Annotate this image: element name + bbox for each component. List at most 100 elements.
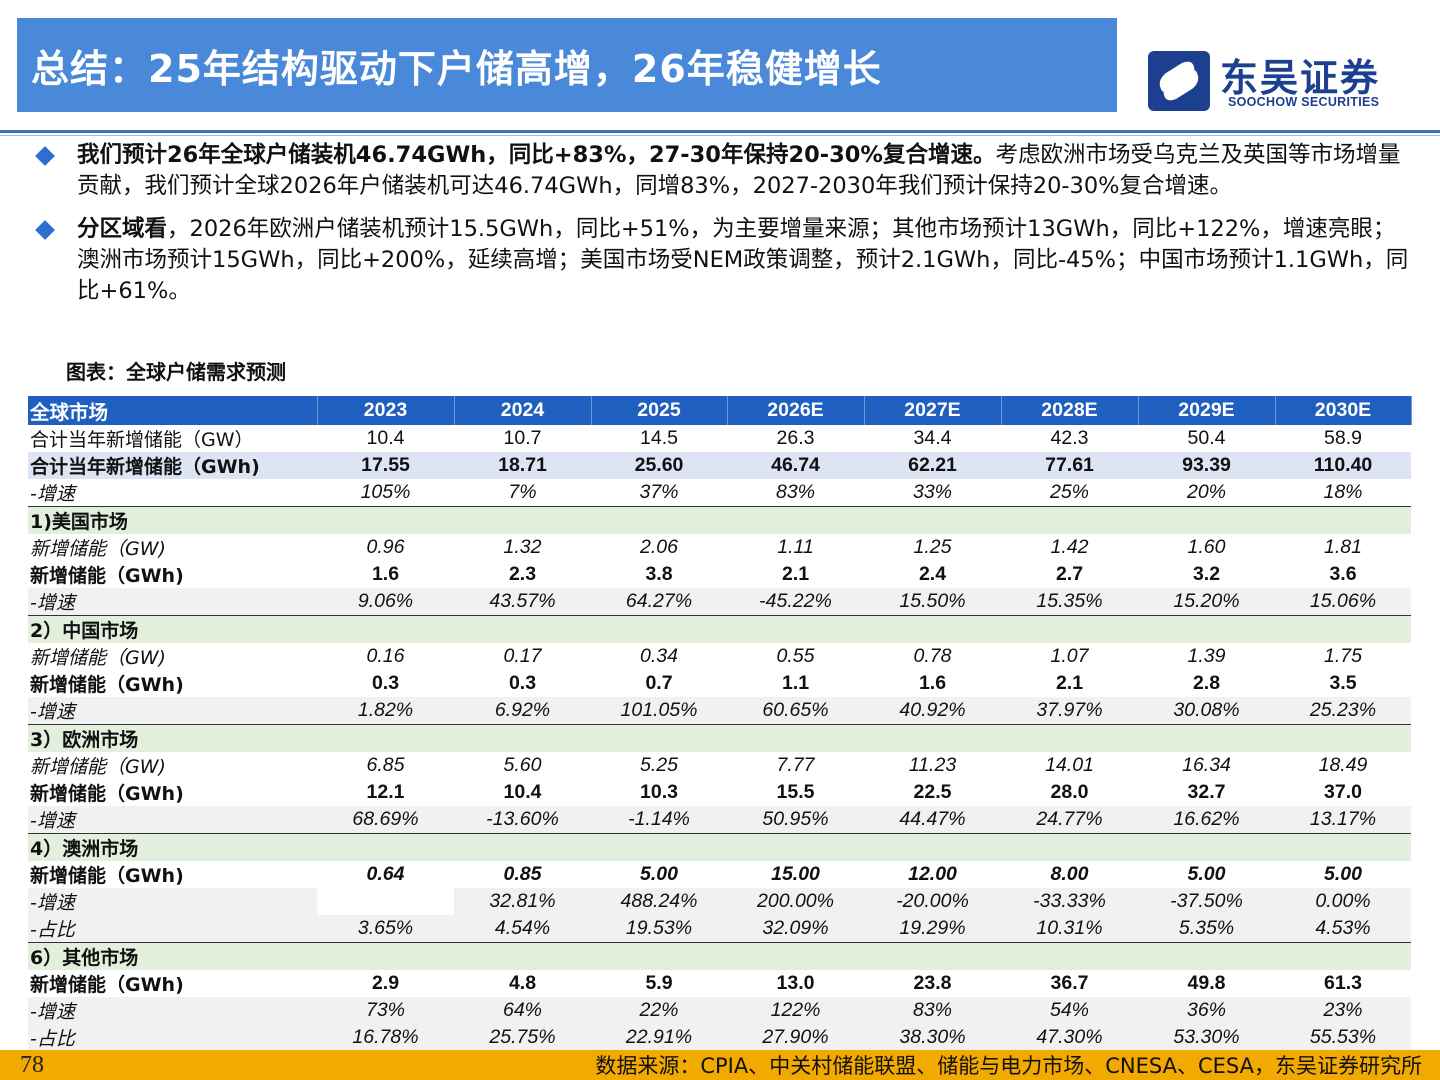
table-row: -增速 32.81% 488.24% 200.00% -20.00% -33.33% -37… [28, 888, 1411, 915]
table-cell: 60.65% [727, 697, 864, 725]
table-cell: -45.22% [727, 588, 864, 616]
table-cell: 2.1 [1055, 672, 1084, 694]
table-row: 合计当年新增储能（GW） 10.4 10.7 14.5 26.3 34.4 42.3 50.4… [28, 425, 1411, 452]
table-cell: 25% [1001, 479, 1138, 507]
table-cell: 37% [591, 479, 727, 507]
table-cell: 25.60 [591, 452, 727, 479]
header-cell-year: 2028E [1001, 396, 1139, 425]
table-cell: 8.00 [1050, 863, 1089, 885]
table-cell: 1.75 [1324, 645, 1362, 667]
table-cell: 3.2 [1192, 563, 1221, 585]
table-cell: 77.61 [1001, 452, 1138, 479]
table-cell: 58.9 [1324, 427, 1362, 449]
table-row: 新增储能（GWh) 0.64 0.85 5.00 15.00 12.00 8.00 5.00 5… [28, 861, 1411, 888]
table-cell: 40.92% [864, 697, 1001, 725]
table-header-row: 全球市场 2023 2024 2025 2026E 2027E 2028E 2029E 2030… [28, 396, 1412, 425]
table-cell: 27.90% [727, 1024, 864, 1052]
table-cell: 23% [1275, 997, 1411, 1024]
table-cell: 1.07 [1050, 645, 1089, 667]
table-cell: 53.30% [1138, 1024, 1275, 1052]
table-cell: 3.6 [1329, 563, 1357, 585]
table-cell: 1.11 [777, 536, 814, 558]
table-cell: 1.32 [503, 536, 542, 558]
section-label: 2）中国市场 [28, 615, 1411, 643]
table-row: 新增储能（GWh) 2.9 4.8 5.9 13.0 23.8 36.7 49.8 61.3 [28, 970, 1411, 997]
table-cell: 4.53% [1275, 915, 1411, 943]
table-row: 新增储能（GWh) 12.1 10.4 10.3 15.5 22.5 28.0 32.7 37.… [28, 779, 1411, 806]
row-label: -增速 [28, 697, 317, 725]
table-row: -增速 9.06% 43.57% 64.27% -45.22% 15.50% 15.35% 1… [28, 588, 1411, 616]
table-cell: 2.3 [508, 563, 537, 585]
table-row: 新增储能（GW) 0.96 1.32 2.06 1.11 1.25 1.42 1.60 1.81 [28, 534, 1411, 561]
table-cell: 2.9 [371, 972, 400, 994]
table-cell: 2.06 [640, 536, 678, 558]
table-cell: 3.65% [317, 915, 454, 943]
table-cell: 2.8 [1192, 672, 1221, 694]
table-cell: 19.53% [591, 915, 727, 943]
soochow-logo-icon [1148, 51, 1210, 111]
table-cell: 22.91% [591, 1024, 727, 1052]
table-cell: 105% [317, 479, 454, 507]
table-cell: 50.4 [1187, 427, 1226, 449]
table-row: 新增储能（GW) 0.16 0.17 0.34 0.55 0.78 1.07 1.39 1.75 [28, 643, 1411, 670]
table-cell: 5.35% [1138, 915, 1275, 943]
table-cell: 14.5 [640, 427, 678, 449]
household-storage-forecast-table: 全球市场 2023 2024 2025 2026E 2027E 2028E 2029E 2030… [28, 396, 1412, 1052]
section-label: 3）欧洲市场 [28, 724, 1411, 752]
table-cell: 62.21 [864, 452, 1001, 479]
table-cell: 38.30% [864, 1024, 1001, 1052]
table-cell: 0.34 [640, 645, 678, 667]
header-divider-thin [0, 135, 1440, 136]
table-cell: 5.9 [645, 972, 673, 994]
row-label: 新增储能（GWh) [30, 565, 184, 587]
table-cell: 1.25 [913, 536, 952, 558]
row-label: 新增储能（GWh) [30, 974, 184, 996]
header-divider [0, 130, 1440, 133]
table-cell: 5.00 [1324, 863, 1362, 885]
section-row: 1)美国市场 [28, 506, 1411, 534]
table-cell: 5.60 [503, 754, 542, 776]
header-cell-year: 2029E [1138, 396, 1276, 425]
table-row: -占比 16.78% 25.75% 22.91% 27.90% 38.30% 47.30% 5… [28, 1024, 1411, 1052]
table-cell: 37.0 [1324, 781, 1362, 803]
table-cell: 1.60 [1187, 536, 1226, 558]
row-label: 新增储能（GW) [30, 647, 166, 669]
table-cell: 25.75% [454, 1024, 591, 1052]
section-label: 4）澳洲市场 [28, 833, 1411, 861]
table-cell: 14.01 [1045, 754, 1094, 776]
table-cell: -13.60% [454, 806, 591, 834]
header-cell-year: 2024 [454, 396, 592, 425]
table-cell: 12.00 [908, 863, 957, 885]
table-cell: 18.49 [1318, 754, 1368, 776]
table-cell: 13.17% [1275, 806, 1411, 834]
header-cell-year: 2027E [864, 396, 1002, 425]
row-label: -增速 [28, 997, 317, 1024]
table-cell: 18% [1275, 479, 1411, 507]
table-cell: 6.92% [454, 697, 591, 725]
table-cell: 200.00% [727, 888, 864, 915]
table-cell: 37.97% [1001, 697, 1138, 725]
table-cell: 488.24% [591, 888, 727, 915]
header-cell-market: 全球市场 [28, 396, 318, 425]
table-cell: 16.78% [317, 1024, 454, 1052]
table-cell: 15.5 [776, 781, 815, 803]
row-label: 合计当年新增储能（GW） [30, 429, 254, 451]
row-label: -增速 [28, 806, 317, 834]
row-label: 新增储能（GWh) [30, 783, 184, 805]
table-cell: 33% [864, 479, 1001, 507]
footer-bar [0, 1050, 1440, 1080]
table-cell [317, 888, 454, 915]
table-cell: 25.23% [1275, 697, 1411, 725]
bullet-bold-text: 分区域看 [77, 216, 168, 242]
table-cell: 7.77 [776, 754, 815, 776]
table-cell: 18.71 [454, 452, 591, 479]
table-cell: 43.57% [454, 588, 591, 616]
table-cell: 68.69% [317, 806, 454, 834]
bullet-text: 考虑欧洲市场受乌克兰及英国等市场增量贡献，我们预计全球2026年户储装机可达46… [77, 142, 1401, 199]
table-cell: 4.8 [508, 972, 537, 994]
table-row: -增速 105% 7% 37% 83% 33% 25% 20% 18% [28, 479, 1411, 507]
logo-english-name: SOOCHOW SECURITIES [1228, 95, 1380, 109]
table-cell: 22% [591, 997, 727, 1024]
table-cell: 9.06% [317, 588, 454, 616]
table-row: -增速 73% 64% 22% 122% 83% 54% 36% 23% [28, 997, 1411, 1024]
